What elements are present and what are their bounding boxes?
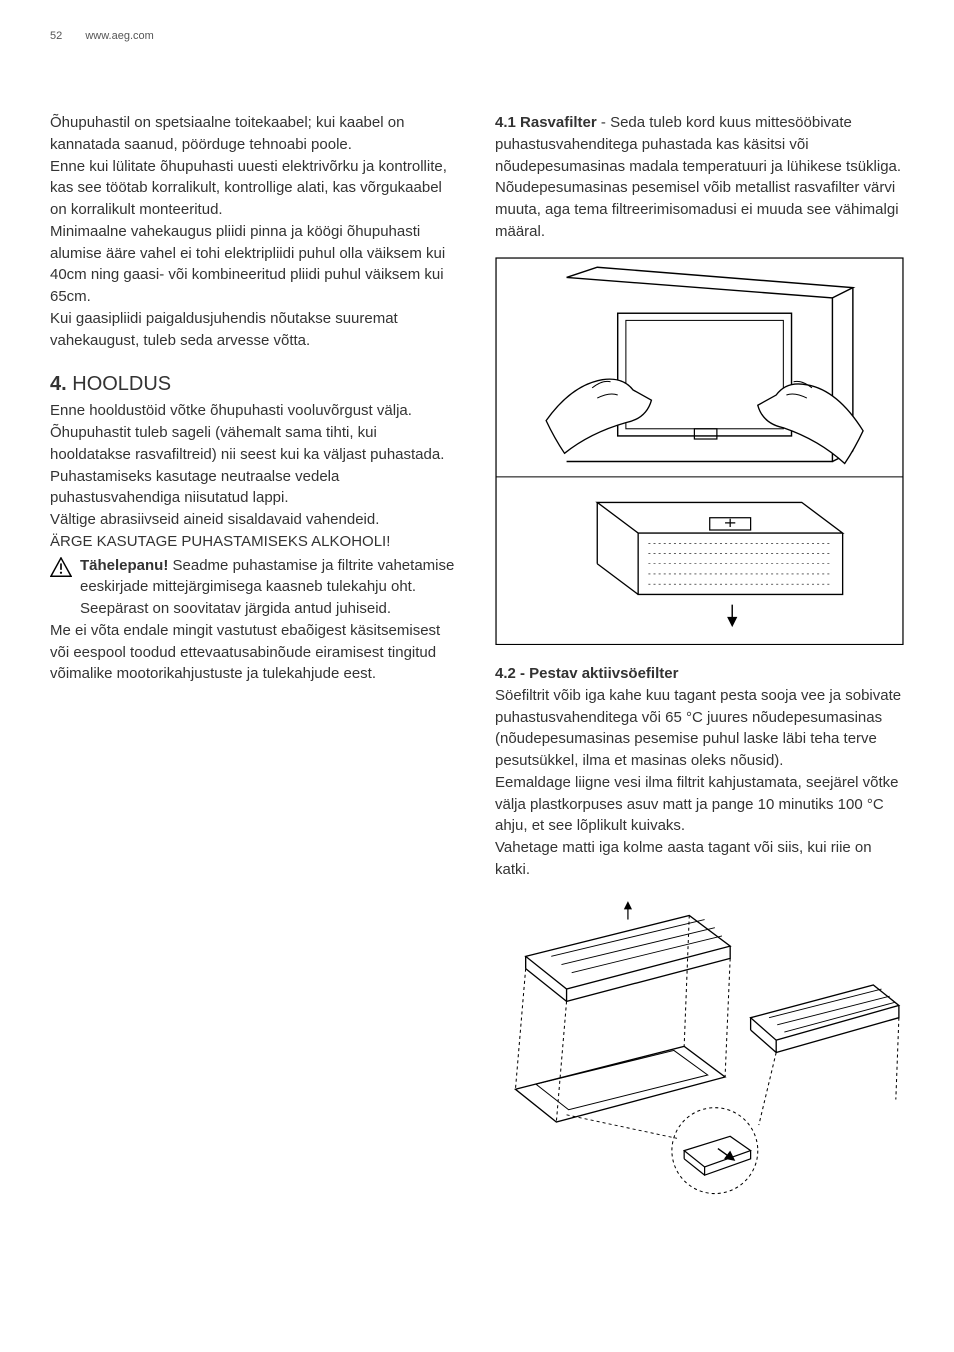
paragraph: Minimaalne vahekaugus pliidi pinna ja kö… <box>50 221 459 308</box>
paragraph: Enne hooldustöid võtke õhupuhasti vooluv… <box>50 400 459 422</box>
section-title: HOOLDUS <box>67 373 171 395</box>
paragraph: Eemaldage liigne vesi ilma filtrit kahju… <box>495 772 904 837</box>
paragraph: Enne kui lülitate õhupuhasti uuesti elek… <box>50 156 459 221</box>
paragraph: ÄRGE KASUTAGE PUHASTAMISEKS ALKOHOLI! <box>50 531 459 553</box>
left-column: Õhupuhastil on spetsiaalne toitekaabel; … <box>50 112 459 1219</box>
subsection-41-label: 4.1 Rasvafilter <box>495 114 597 131</box>
diagram-grease-filter <box>495 257 904 646</box>
page-number: 52 <box>50 30 62 42</box>
subsection-42-heading: 4.2 - Pestav aktiivsöefilter <box>495 663 904 685</box>
diagram-charcoal-filter <box>495 895 904 1202</box>
paragraph: Me ei võta endale mingit vastutust ebaõi… <box>50 620 459 685</box>
content-columns: Õhupuhastil on spetsiaalne toitekaabel; … <box>50 112 904 1219</box>
paragraph: Õhupuhastit tuleb sageli (vähemalt sama … <box>50 422 459 466</box>
paragraph: Nõudepesumasinas pesemisel võib metallis… <box>495 177 904 242</box>
paragraph: Puhastamiseks kasutage neutraalse vedela… <box>50 466 459 510</box>
paragraph: Vältige abrasiivseid aineid sisaldavaid … <box>50 509 459 531</box>
paragraph: Õhupuhastil on spetsiaalne toitekaabel; … <box>50 112 459 156</box>
paragraph: Vahetage matti iga kolme aasta tagant võ… <box>495 837 904 881</box>
page-header: 52 www.aeg.com <box>50 30 904 42</box>
right-column: 4.1 Rasvafilter - Seda tuleb kord kuus m… <box>495 112 904 1219</box>
warning-label: Tähelepanu! <box>80 557 168 574</box>
paragraph: 4.1 Rasvafilter - Seda tuleb kord kuus m… <box>495 112 904 177</box>
warning-icon <box>50 557 72 577</box>
paragraph: Söefiltrit võib iga kahe kuu tagant pest… <box>495 685 904 772</box>
section-number: 4. <box>50 373 67 395</box>
warning-text: Tähelepanu! Seadme puhastamise ja filtri… <box>80 555 459 620</box>
site-url: www.aeg.com <box>85 30 153 42</box>
warning-block: Tähelepanu! Seadme puhastamise ja filtri… <box>50 555 459 620</box>
section-heading-4: 4. HOOLDUS <box>50 373 459 396</box>
paragraph: Kui gaasipliidi paigaldusjuhendis nõutak… <box>50 308 459 352</box>
